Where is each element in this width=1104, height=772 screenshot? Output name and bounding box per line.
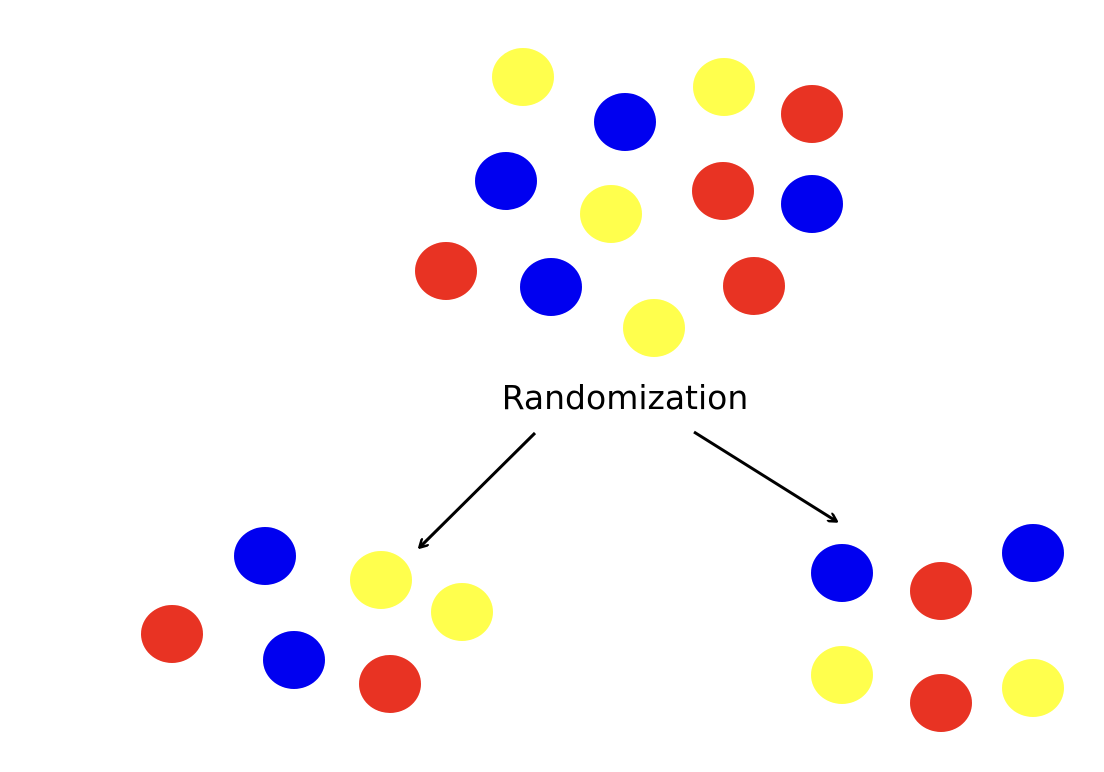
arrow-to-left-group (420, 431, 537, 547)
red-dot (910, 562, 972, 620)
yellow-dot (431, 583, 493, 641)
blue-dot (234, 527, 296, 585)
right-group (811, 524, 1064, 732)
blue-dot (520, 258, 582, 316)
arrow-to-right-group (693, 430, 836, 521)
blue-dot (811, 544, 873, 602)
blue-dot (263, 631, 325, 689)
blue-dot (781, 175, 843, 233)
randomization-label: Randomization (502, 378, 749, 417)
blue-dot (594, 93, 656, 151)
red-dot (692, 162, 754, 220)
red-dot (910, 674, 972, 732)
red-dot (415, 242, 477, 300)
red-dot (723, 257, 785, 315)
population-group (415, 48, 843, 357)
yellow-dot (811, 646, 873, 704)
red-dot (359, 655, 421, 713)
blue-dot (1002, 524, 1064, 582)
yellow-dot (580, 185, 642, 243)
red-dot (141, 605, 203, 663)
yellow-dot (492, 48, 554, 106)
yellow-dot (623, 299, 685, 357)
left-group (141, 527, 493, 713)
yellow-dot (693, 58, 755, 116)
red-dot (781, 85, 843, 143)
yellow-dot (1002, 659, 1064, 717)
blue-dot (475, 152, 537, 210)
yellow-dot (350, 551, 412, 609)
